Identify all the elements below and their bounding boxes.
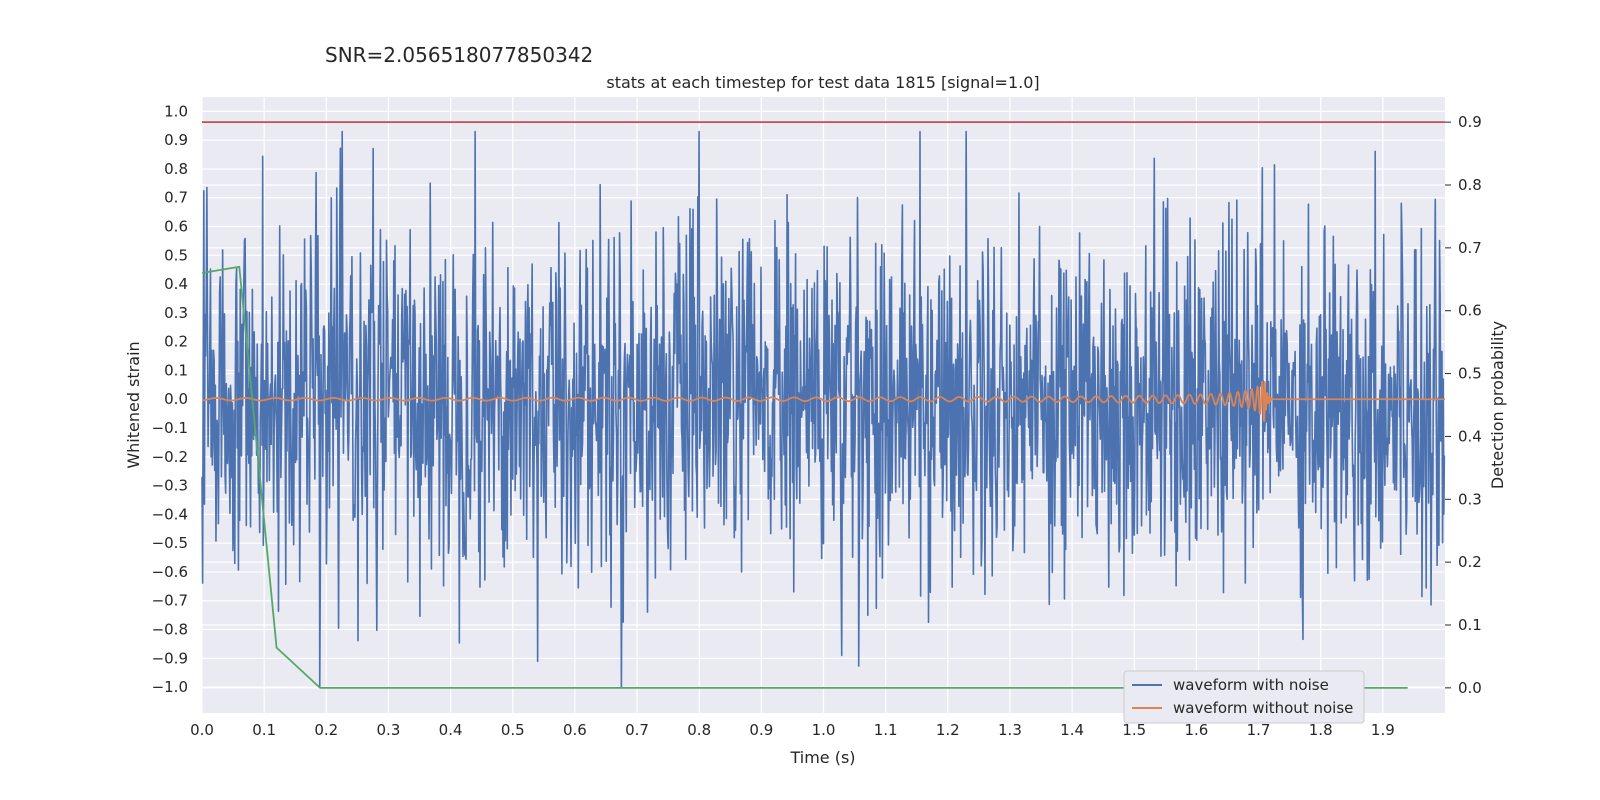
y-tick-label: 0.6 bbox=[164, 218, 188, 236]
x-tick-label: 0.0 bbox=[190, 721, 214, 739]
y-tick-label: −0.1 bbox=[152, 419, 188, 437]
y-tick-label: −0.6 bbox=[152, 563, 188, 581]
x-tick-label: 0.5 bbox=[501, 721, 525, 739]
y2-tick-label: 0.8 bbox=[1458, 176, 1482, 194]
y2-tick-label: 0.2 bbox=[1458, 553, 1482, 571]
y2-tick-label: 0.1 bbox=[1458, 616, 1482, 634]
x-tick-label: 0.4 bbox=[439, 721, 463, 739]
y-tick-label: 0.4 bbox=[164, 275, 188, 293]
x-tick-label: 0.6 bbox=[563, 721, 587, 739]
y2-tick-label: 0.3 bbox=[1458, 490, 1482, 508]
x-tick-label: 0.7 bbox=[625, 721, 649, 739]
y-tick-label: 0.5 bbox=[164, 246, 188, 264]
legend: waveform with noise waveform without noi… bbox=[1123, 670, 1365, 724]
y2-tick-label: 0.0 bbox=[1458, 679, 1482, 697]
series-waveform-without-noise bbox=[201, 380, 1446, 423]
y-tick-label: −1.0 bbox=[152, 678, 188, 696]
y-tick-label: −0.5 bbox=[152, 534, 188, 552]
series-layer bbox=[201, 121, 1446, 689]
x-axis-title: Time (s) bbox=[789, 748, 855, 767]
x-tick-label: 1.0 bbox=[812, 721, 836, 739]
snr-label: SNR=2.056518077850342 bbox=[325, 43, 593, 67]
y-tick-label: −0.3 bbox=[152, 477, 188, 495]
x-tick-label: 0.3 bbox=[377, 721, 401, 739]
x-tick-label: 1.6 bbox=[1184, 721, 1208, 739]
y-tick-label: −0.9 bbox=[152, 649, 188, 667]
y-axis-left: 1.0 0.9 0.8 0.7 0.6 0.5 0.4 0.3 0.2 0.1 0.0 −0.1 −0.… bbox=[152, 102, 188, 696]
legend-label-clean: waveform without noise bbox=[1173, 699, 1353, 717]
y-tick-label: 0.8 bbox=[164, 160, 188, 178]
y-tick-label: 0.3 bbox=[164, 304, 188, 322]
y2-axis-title: Detection probability bbox=[1488, 321, 1507, 489]
x-axis: 0.0 0.1 0.2 0.3 0.4 0.5 0.6 0.7 0.8 0.9 1.0 1.1 1.2 1… bbox=[190, 721, 1395, 739]
series-detection-probability bbox=[201, 265, 1408, 689]
x-tick-label: 0.2 bbox=[314, 721, 338, 739]
y2-tick-label: 0.7 bbox=[1458, 239, 1482, 257]
legend-label-noise: waveform with noise bbox=[1173, 676, 1329, 694]
y2-tick-label: 0.6 bbox=[1458, 302, 1482, 320]
y-tick-label: −0.8 bbox=[152, 621, 188, 639]
y-tick-label: −0.7 bbox=[152, 592, 188, 610]
series-waveform-with-noise bbox=[201, 130, 1446, 688]
y-tick-label: 0.9 bbox=[164, 131, 188, 149]
legend-box bbox=[1123, 670, 1365, 724]
x-tick-label: 1.1 bbox=[874, 721, 898, 739]
y-tick-label: 0.2 bbox=[164, 333, 188, 351]
x-tick-label: 1.2 bbox=[936, 721, 960, 739]
y-tick-label: −0.2 bbox=[152, 448, 188, 466]
y-tick-label: −0.4 bbox=[152, 505, 188, 523]
x-tick-label: 0.1 bbox=[252, 721, 276, 739]
x-tick-label: 0.8 bbox=[687, 721, 711, 739]
y-tick-label: 0.0 bbox=[164, 390, 188, 408]
x-tick-label: 0.9 bbox=[749, 721, 773, 739]
y2-tick-label: 0.9 bbox=[1458, 113, 1482, 131]
x-tick-label: 1.4 bbox=[1060, 721, 1084, 739]
x-tick-label: 1.9 bbox=[1371, 721, 1395, 739]
y-axis-title: Whitened strain bbox=[124, 341, 143, 468]
y-tick-label: 1.0 bbox=[164, 102, 188, 120]
y-axis-right: 0.9 0.8 0.7 0.6 0.5 0.4 0.3 0.2 0.1 0.0 bbox=[1445, 113, 1482, 697]
chart-title: stats at each timestep for test data 181… bbox=[606, 73, 1039, 92]
x-tick-label: 1.5 bbox=[1122, 721, 1146, 739]
y2-tick-label: 0.5 bbox=[1458, 365, 1482, 383]
y-tick-label: 0.1 bbox=[164, 361, 188, 379]
x-tick-label: 1.7 bbox=[1247, 721, 1271, 739]
y-tick-label: 0.7 bbox=[164, 189, 188, 207]
x-tick-label: 1.3 bbox=[998, 721, 1022, 739]
y2-tick-label: 0.4 bbox=[1458, 427, 1482, 445]
x-tick-label: 1.8 bbox=[1309, 721, 1333, 739]
